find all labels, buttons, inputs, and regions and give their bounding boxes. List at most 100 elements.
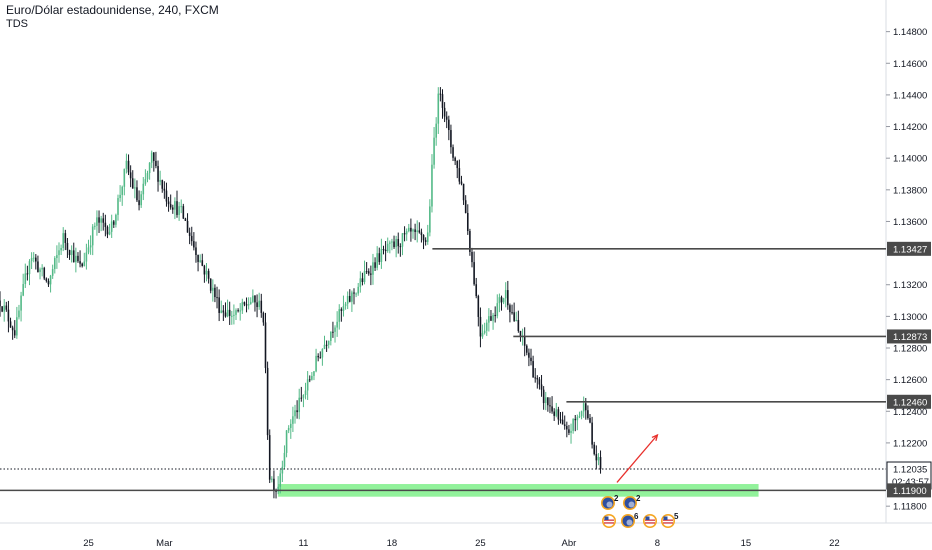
candle-body — [448, 119, 450, 131]
support-price-tag — [887, 483, 931, 498]
event-badge-eu[interactable]: 2 — [601, 494, 619, 510]
candle-body — [502, 298, 505, 303]
candle-body — [79, 261, 81, 264]
event-count-label: 5 — [674, 512, 679, 521]
candle-body — [279, 473, 282, 487]
candle-body — [96, 217, 98, 226]
candle-body — [275, 490, 277, 492]
candle-body — [420, 232, 423, 236]
candle-body — [131, 178, 134, 189]
candle-body — [159, 180, 161, 182]
candle-body — [544, 397, 547, 404]
candle-body — [330, 331, 332, 341]
candle-body — [134, 187, 136, 189]
candle-body — [256, 302, 258, 308]
candle-body — [504, 290, 507, 299]
candle-body — [494, 314, 496, 317]
candle-body — [584, 403, 587, 411]
candle-body — [298, 397, 301, 413]
candle-body — [454, 157, 456, 162]
candle-body — [473, 262, 475, 285]
candle-body — [161, 180, 164, 189]
time-axis[interactable]: 25 Mar 11 18 25 Abr 8 15 22 — [83, 538, 840, 549]
candle-body — [9, 321, 12, 328]
candle-body — [490, 316, 492, 321]
candle-body — [386, 243, 389, 252]
candle-body — [488, 316, 490, 323]
event-badge-us[interactable] — [643, 514, 657, 528]
candle-body — [578, 416, 581, 418]
candle-body — [1, 306, 3, 312]
candle-body — [148, 162, 151, 174]
candle-body — [176, 201, 178, 215]
candle-body — [568, 429, 570, 433]
candle-body — [327, 340, 330, 345]
candle-body — [174, 201, 176, 210]
price-axis[interactable]: 1.14800 1.14600 1.14400 1.14200 1.14000 1.138… — [886, 27, 927, 513]
current-price-label: 1.12035 — [893, 465, 927, 476]
candle-body — [344, 303, 347, 307]
candle-body — [367, 271, 370, 274]
candle-body — [374, 262, 376, 268]
time-tick-label: Abr — [562, 538, 577, 549]
candle-body — [169, 204, 172, 208]
time-tick-label: Mar — [156, 538, 172, 549]
candle-body — [380, 249, 383, 263]
candle-body — [437, 93, 440, 124]
candle-body — [445, 116, 448, 120]
candle-body — [146, 173, 149, 180]
candle-body — [542, 389, 545, 404]
candle-body — [94, 225, 96, 227]
candle-body — [515, 319, 518, 321]
candle-body — [195, 247, 197, 255]
candle-body — [262, 312, 265, 323]
event-badge-eu[interactable]: 2 — [623, 494, 641, 510]
candle-body — [98, 217, 100, 223]
candle-body — [3, 305, 6, 312]
price-tick-label: 1.13800 — [893, 185, 927, 196]
event-badge-us[interactable] — [602, 514, 616, 528]
candle-body — [68, 249, 71, 256]
candle-body — [591, 422, 593, 445]
event-badge-eu[interactable]: 6 — [621, 512, 639, 528]
candle-body — [292, 416, 294, 424]
candle-body — [523, 336, 526, 346]
candle-body — [125, 160, 128, 169]
candle-body — [389, 242, 391, 244]
candle-body — [469, 231, 471, 252]
candle-body — [355, 293, 357, 295]
candle-body — [220, 310, 223, 313]
candle-body — [129, 172, 132, 179]
candle-body — [414, 229, 416, 233]
candle-body — [127, 160, 130, 173]
candle-body — [528, 352, 530, 358]
candle-body — [182, 206, 185, 219]
candle-body — [83, 261, 86, 267]
event-badge-us[interactable]: 5 — [661, 512, 679, 528]
candle-body — [599, 457, 602, 470]
candle-body — [397, 239, 400, 247]
candle-body — [104, 222, 107, 227]
candle-body — [271, 478, 273, 480]
eu-flag-highlight — [628, 501, 635, 508]
event-count-label: 6 — [634, 512, 639, 521]
candle-body — [212, 287, 214, 291]
candle-body — [563, 424, 566, 427]
price-tick-label: 1.13600 — [893, 217, 927, 228]
candle-body — [424, 240, 427, 242]
candle-body — [106, 226, 109, 235]
candle-body — [41, 267, 43, 270]
candle-body — [112, 221, 115, 225]
candle-body — [403, 233, 406, 235]
candle-body — [239, 310, 242, 312]
economic-events[interactable]: 2 2 6 5 — [601, 494, 679, 528]
candle-body — [285, 430, 288, 453]
candle-body — [517, 319, 520, 331]
candle-body — [325, 344, 328, 346]
time-tick-label: 11 — [298, 538, 308, 549]
candle-body — [214, 287, 216, 298]
price-tick-label: 1.12200 — [893, 438, 927, 449]
candle-body — [348, 295, 351, 302]
candle-body — [245, 304, 248, 306]
